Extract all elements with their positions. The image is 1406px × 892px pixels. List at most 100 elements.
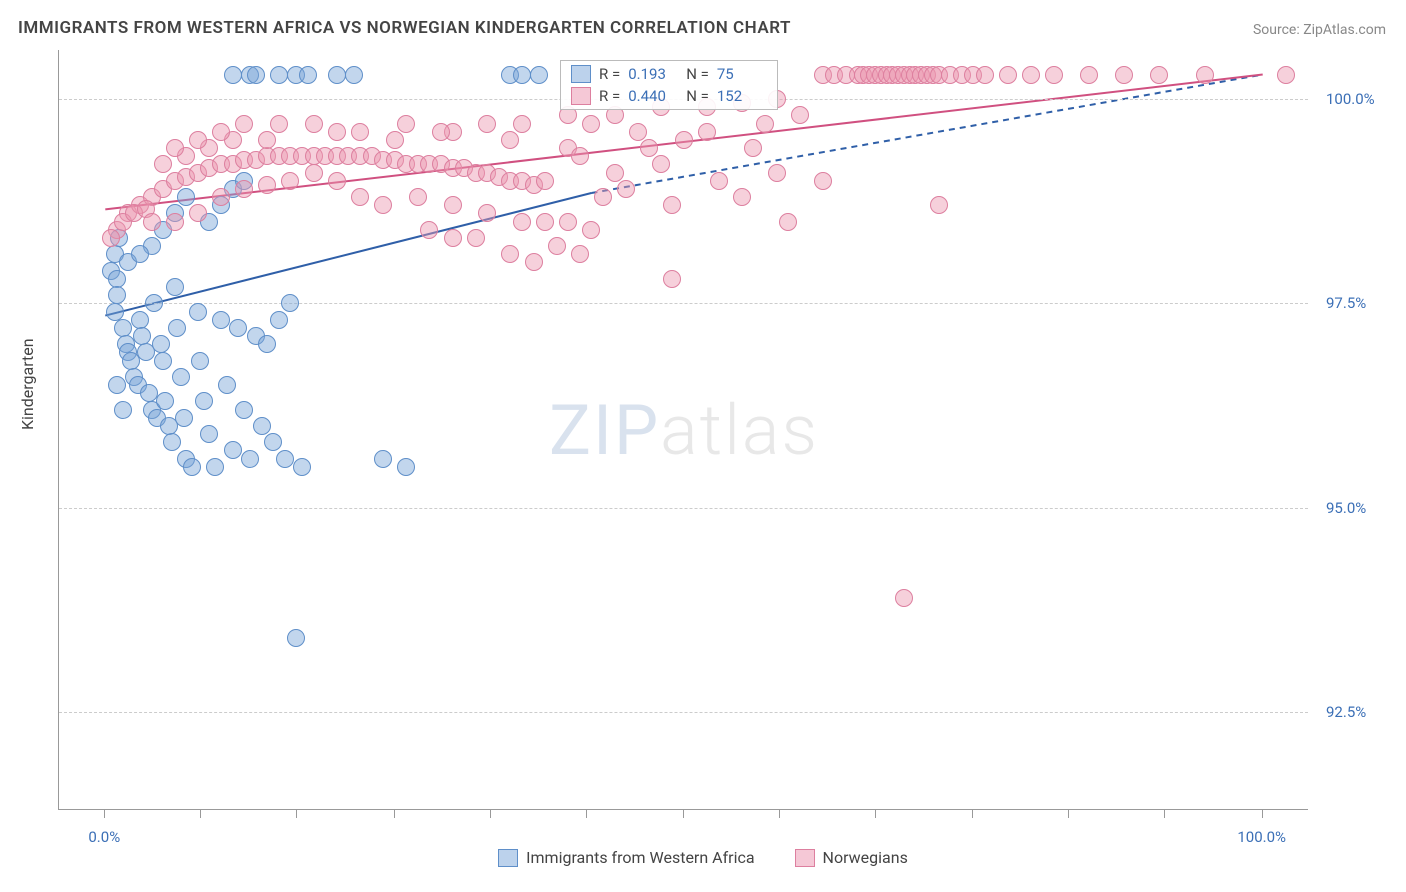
scatter-point-pink — [513, 115, 531, 133]
scatter-point-pink — [663, 196, 681, 214]
scatter-point-pink — [999, 66, 1017, 84]
watermark-part1: ZIP — [549, 390, 660, 472]
scatter-point-pink — [363, 147, 381, 165]
scatter-point-blue — [195, 392, 213, 410]
scatter-point-pink — [912, 66, 930, 84]
legend-r-label: R = — [599, 65, 620, 83]
scatter-point-blue — [212, 196, 230, 214]
scatter-point-pink — [490, 168, 508, 186]
scatter-point-blue — [241, 66, 259, 84]
x-tick-mark — [296, 810, 297, 818]
legend-r-value: 0.440 — [628, 87, 678, 105]
scatter-point-pink — [582, 115, 600, 133]
scatter-point-pink — [837, 66, 855, 84]
scatter-point-pink — [854, 66, 872, 84]
scatter-point-pink — [901, 66, 919, 84]
scatter-point-pink — [258, 176, 276, 194]
scatter-point-pink — [906, 66, 924, 84]
scatter-point-pink — [397, 115, 415, 133]
scatter-point-blue — [224, 180, 242, 198]
scatter-point-blue — [224, 441, 242, 459]
scatter-point-pink — [1022, 66, 1040, 84]
scatter-point-pink — [825, 66, 843, 84]
bottom-legend-item-blue: Immigrants from Western Africa — [498, 848, 754, 867]
scatter-point-blue — [397, 458, 415, 476]
scatter-point-blue — [114, 319, 132, 337]
legend-n-label: N = — [686, 65, 709, 83]
scatter-point-blue — [122, 352, 140, 370]
scatter-point-pink — [924, 66, 942, 84]
scatter-point-blue — [183, 458, 201, 476]
x-tick-label: 0.0% — [88, 828, 120, 846]
scatter-point-blue — [140, 384, 158, 402]
stats-legend: R =0.193N =75R =0.440N =152 — [560, 60, 778, 110]
scatter-point-pink — [270, 115, 288, 133]
scatter-point-blue — [189, 303, 207, 321]
scatter-point-blue — [501, 66, 519, 84]
scatter-point-pink — [305, 164, 323, 182]
scatter-point-pink — [409, 155, 427, 173]
scatter-point-pink — [878, 66, 896, 84]
scatter-point-pink — [860, 66, 878, 84]
scatter-point-pink — [744, 139, 762, 157]
scatter-point-pink — [235, 151, 253, 169]
scatter-point-pink — [166, 213, 184, 231]
scatter-point-pink — [131, 196, 149, 214]
scatter-point-pink — [386, 151, 404, 169]
legend-r-value: 0.193 — [628, 65, 678, 83]
scatter-point-pink — [189, 164, 207, 182]
scatter-point-blue — [108, 286, 126, 304]
regression-lines — [59, 50, 1309, 810]
scatter-point-pink — [235, 180, 253, 198]
scatter-point-blue — [154, 352, 172, 370]
scatter-point-pink — [976, 66, 994, 84]
scatter-point-pink — [224, 131, 242, 149]
scatter-point-pink — [189, 204, 207, 222]
y-tick-label: 95.0% — [1326, 499, 1366, 517]
scatter-point-blue — [212, 311, 230, 329]
legend-swatch — [571, 65, 591, 83]
scatter-point-blue — [114, 401, 132, 419]
scatter-point-blue — [110, 229, 128, 247]
legend-n-value: 75 — [717, 65, 767, 83]
scatter-point-pink — [166, 139, 184, 157]
x-tick-mark — [1068, 810, 1069, 818]
legend-swatch — [795, 849, 815, 867]
scatter-point-pink — [814, 172, 832, 190]
scatter-point-pink — [1080, 66, 1098, 84]
x-tick-mark — [1164, 810, 1165, 818]
scatter-point-pink — [444, 196, 462, 214]
scatter-point-blue — [264, 433, 282, 451]
legend-r-label: R = — [599, 87, 620, 105]
scatter-point-pink — [386, 131, 404, 149]
x-tick-label: 100.0% — [1237, 828, 1286, 846]
scatter-point-blue — [148, 409, 166, 427]
legend-series-label: Immigrants from Western Africa — [526, 848, 754, 867]
scatter-point-blue — [270, 311, 288, 329]
scatter-point-blue — [175, 409, 193, 427]
x-tick-mark — [875, 810, 876, 818]
scatter-point-pink — [548, 237, 566, 255]
y-tick-label: 92.5% — [1326, 703, 1366, 721]
scatter-point-blue — [374, 450, 392, 468]
scatter-point-blue — [168, 319, 186, 337]
scatter-point-pink — [1045, 66, 1063, 84]
scatter-point-pink — [525, 176, 543, 194]
scatter-point-pink — [733, 188, 751, 206]
scatter-point-pink — [571, 245, 589, 263]
scatter-point-blue — [106, 245, 124, 263]
scatter-point-blue — [133, 327, 151, 345]
scatter-point-blue — [102, 262, 120, 280]
scatter-point-blue — [191, 352, 209, 370]
scatter-point-pink — [102, 229, 120, 247]
scatter-point-pink — [536, 172, 554, 190]
scatter-point-pink — [1115, 66, 1133, 84]
scatter-point-pink — [444, 159, 462, 177]
scatter-point-pink — [559, 139, 577, 157]
scatter-point-blue — [200, 213, 218, 231]
scatter-point-blue — [119, 253, 137, 271]
scatter-point-pink — [455, 159, 473, 177]
scatter-point-pink — [397, 155, 415, 173]
x-tick-mark — [972, 810, 973, 818]
scatter-point-blue — [276, 450, 294, 468]
